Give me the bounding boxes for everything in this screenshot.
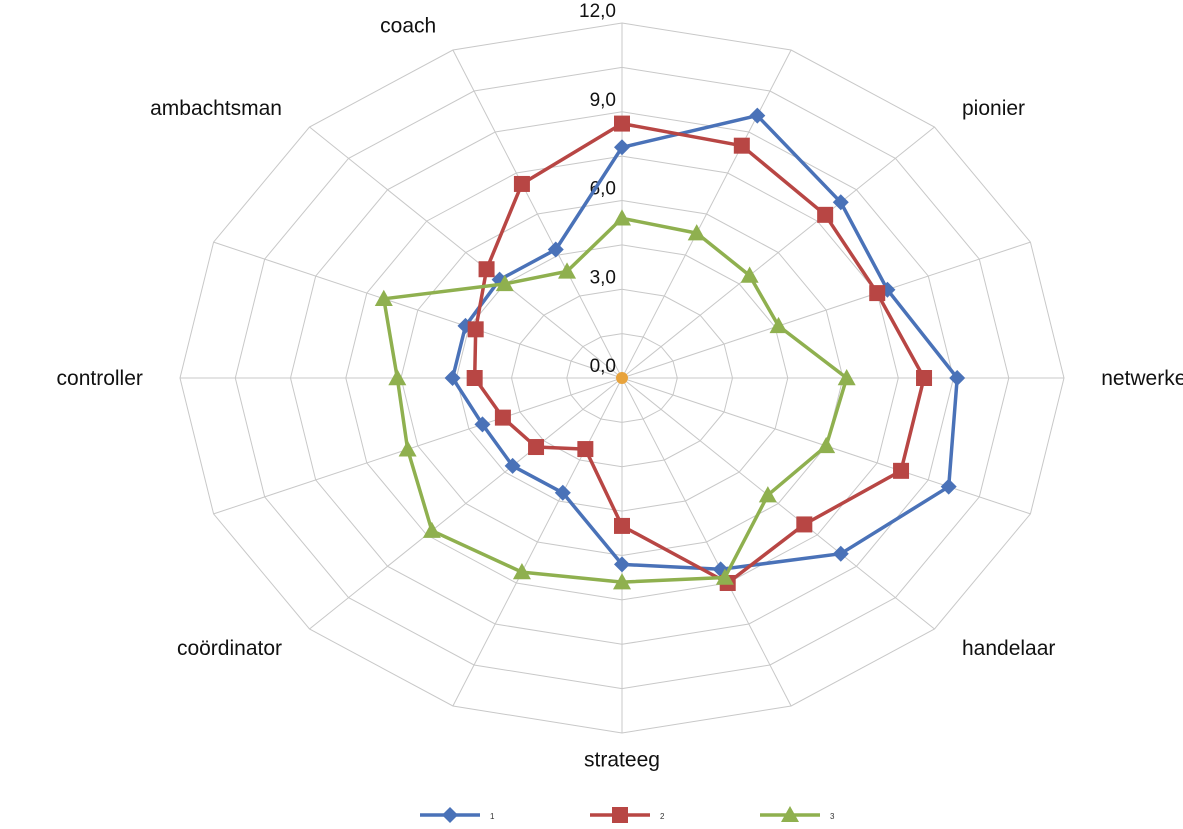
legend-label: 1 (490, 812, 495, 821)
series-3 (374, 209, 856, 590)
data-point (478, 261, 495, 278)
grid-spoke (309, 126, 623, 379)
data-point (388, 369, 407, 386)
grid-spoke (621, 377, 792, 707)
grid-spoke (213, 241, 623, 379)
grid-spoke (213, 377, 623, 515)
data-point (916, 370, 933, 386)
data-point (740, 266, 759, 283)
data-point (577, 441, 594, 458)
grid-spoke (621, 49, 792, 379)
data-point (733, 137, 750, 154)
data-point (869, 285, 886, 302)
data-point (513, 175, 530, 192)
grid-spoke (621, 241, 1031, 379)
legend-marker (781, 806, 799, 822)
data-point (749, 107, 766, 124)
data-point (796, 516, 813, 533)
data-point (528, 439, 545, 456)
tick-label: 3,0 (590, 267, 616, 288)
category-labels: pionier netwerker handelaar strateeg coördin… (57, 14, 1183, 771)
grid-spoke (309, 377, 623, 630)
data-point (374, 289, 393, 306)
data-series (374, 107, 966, 591)
data-point (949, 370, 966, 386)
category-label: ambachtsman (150, 97, 282, 120)
data-point (614, 139, 630, 156)
data-point (817, 206, 834, 223)
data-point (614, 517, 630, 534)
origin-point (616, 372, 628, 384)
data-point (422, 521, 441, 538)
legend-item: 3 (760, 806, 835, 822)
data-point (512, 563, 531, 580)
tick-label: 12,0 (579, 1, 616, 22)
tick-label: 6,0 (590, 179, 616, 200)
data-point (613, 573, 631, 590)
data-point (467, 321, 484, 338)
data-point (613, 209, 631, 226)
data-point (832, 545, 849, 562)
tick-label: 9,0 (590, 90, 616, 111)
legend-marker (612, 807, 628, 823)
data-point (466, 370, 483, 386)
category-label: handelaar (962, 637, 1055, 660)
data-point (769, 316, 788, 334)
category-label: coördinator (177, 637, 282, 660)
data-point (554, 484, 571, 501)
data-point (558, 262, 577, 279)
legend-marker (442, 807, 458, 823)
data-point (474, 416, 491, 433)
legend-label: 3 (830, 812, 835, 821)
category-label: strateeg (584, 749, 660, 772)
series-1 (444, 107, 966, 578)
grid-spoke (621, 126, 935, 379)
data-point (940, 478, 957, 495)
series-line (472, 121, 926, 585)
legend-label: 2 (660, 812, 665, 821)
legend: 1 2 3 (420, 806, 835, 823)
data-point (614, 115, 630, 132)
category-label: controller (57, 367, 143, 390)
data-point (504, 457, 521, 474)
data-point (494, 409, 511, 426)
data-point (817, 436, 836, 454)
data-point (398, 440, 417, 457)
tick-label: 0,0 (590, 356, 616, 377)
data-point (837, 369, 856, 386)
data-point (547, 241, 564, 258)
data-point (758, 486, 777, 503)
data-point (495, 274, 514, 292)
data-point (893, 462, 910, 479)
grid-spoke (621, 377, 935, 630)
data-point (715, 568, 734, 585)
legend-item: 2 (590, 807, 665, 823)
category-label: netwerker (1101, 367, 1183, 390)
data-point (614, 556, 630, 573)
radial-tick-labels: 0,0 3,0 6,0 9,0 12,0 (579, 1, 616, 377)
data-point (832, 194, 849, 211)
series-2 (466, 115, 933, 591)
category-label: coach (380, 14, 436, 37)
category-label: pionier (962, 97, 1025, 120)
grid-spoke (452, 377, 623, 707)
data-point (687, 224, 706, 241)
legend-item: 1 (420, 807, 495, 823)
data-point (444, 370, 461, 386)
grid-spoke (452, 49, 623, 379)
